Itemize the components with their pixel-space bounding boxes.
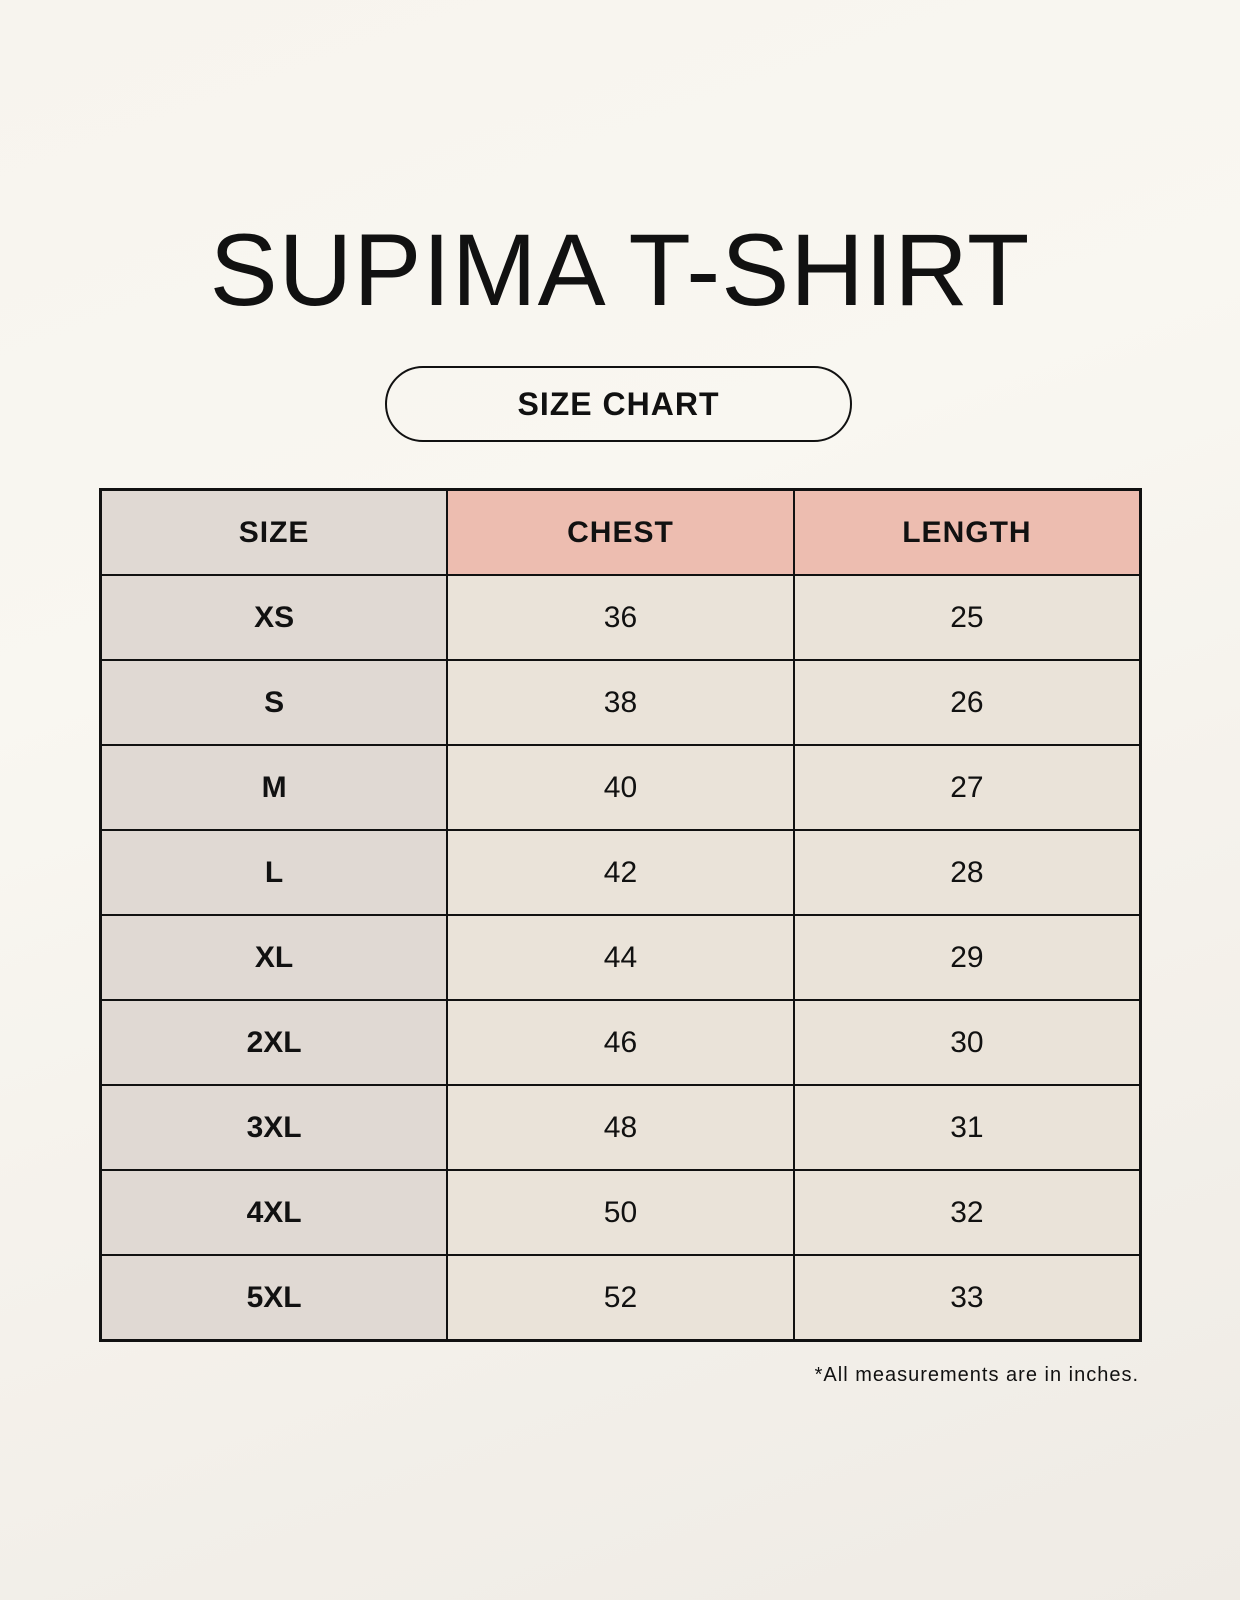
cell-size: 4XL xyxy=(99,1169,449,1256)
table-row: L 42 28 xyxy=(99,829,1142,916)
header-size: SIZE xyxy=(99,488,449,576)
table-row: 2XL 46 30 xyxy=(99,999,1142,1086)
cell-size: M xyxy=(99,744,449,831)
header-length: LENGTH xyxy=(792,488,1142,576)
header-chest: CHEST xyxy=(446,488,795,576)
table-row: 3XL 48 31 xyxy=(99,1084,1142,1171)
cell-length: 32 xyxy=(792,1169,1142,1256)
table-row: XS 36 25 xyxy=(99,574,1142,661)
cell-size: 2XL xyxy=(99,999,449,1086)
cell-chest: 40 xyxy=(446,744,795,831)
cell-chest: 38 xyxy=(446,659,795,746)
cell-chest: 42 xyxy=(446,829,795,916)
footnote: *All measurements are in inches. xyxy=(814,1364,1139,1386)
cell-chest: 46 xyxy=(446,999,795,1086)
cell-chest: 52 xyxy=(446,1254,795,1342)
size-chart-table: SIZE CHEST LENGTH XS 36 25 S 38 26 M 40 27 L 42 28 X… xyxy=(99,488,1142,1342)
table-row: 4XL 50 32 xyxy=(99,1169,1142,1256)
cell-size: 3XL xyxy=(99,1084,449,1171)
cell-length: 25 xyxy=(792,574,1142,661)
size-chart-badge: SIZE CHART xyxy=(385,366,852,442)
cell-length: 33 xyxy=(792,1254,1142,1342)
table-row: XL 44 29 xyxy=(99,914,1142,1001)
cell-chest: 36 xyxy=(446,574,795,661)
table-header-row: SIZE CHEST LENGTH xyxy=(99,488,1142,576)
cell-length: 28 xyxy=(792,829,1142,916)
cell-length: 29 xyxy=(792,914,1142,1001)
cell-length: 27 xyxy=(792,744,1142,831)
table-row: S 38 26 xyxy=(99,659,1142,746)
cell-length: 30 xyxy=(792,999,1142,1086)
cell-size: S xyxy=(99,659,449,746)
table-row: M 40 27 xyxy=(99,744,1142,831)
page-title: SUPIMA T-SHIRT xyxy=(209,213,1031,327)
table-row: 5XL 52 33 xyxy=(99,1254,1142,1342)
cell-size: XL xyxy=(99,914,449,1001)
cell-chest: 48 xyxy=(446,1084,795,1171)
cell-size: L xyxy=(99,829,449,916)
cell-size: XS xyxy=(99,574,449,661)
cell-chest: 44 xyxy=(446,914,795,1001)
cell-chest: 50 xyxy=(446,1169,795,1256)
cell-size: 5XL xyxy=(99,1254,449,1342)
cell-length: 31 xyxy=(792,1084,1142,1171)
cell-length: 26 xyxy=(792,659,1142,746)
